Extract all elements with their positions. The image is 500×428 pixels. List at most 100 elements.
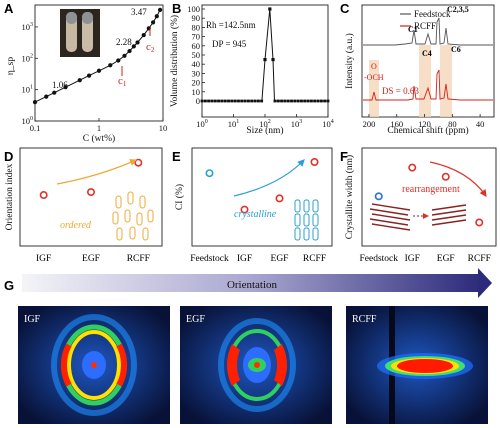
panel-a-point bbox=[150, 20, 156, 25]
panel-b-point bbox=[220, 99, 224, 103]
panel-d-categories: IGF EGF RCFF bbox=[36, 254, 150, 264]
panel-b-ytick-label: 60 bbox=[192, 41, 201, 51]
panel-b-xtick-label: 100 bbox=[196, 119, 208, 129]
panel-a-ytick-label: 100 bbox=[22, 116, 34, 126]
panel-letter-e: E bbox=[172, 149, 181, 164]
panel-b-point bbox=[286, 99, 290, 103]
panel-a-c2-label: c2 bbox=[146, 41, 155, 54]
panel-a-point bbox=[52, 90, 57, 95]
category-label: RCFF bbox=[468, 254, 491, 264]
saxs-image-igf: IGF bbox=[18, 306, 170, 424]
panel-d-ordered-rods bbox=[112, 191, 154, 241]
panel-d-ylabel: Orientation index bbox=[5, 163, 15, 230]
panel-b-xtick-label: 101 bbox=[228, 119, 240, 129]
category-point bbox=[374, 192, 383, 201]
panel-a-point bbox=[63, 85, 68, 90]
panel-b-rh: Rh =142.5nm bbox=[206, 20, 256, 30]
panel-f-categories: Feedstock IGF EGF RCFF bbox=[359, 254, 490, 264]
panel-b-point bbox=[240, 99, 244, 103]
panel-c-och-label: -OCH bbox=[364, 73, 384, 82]
panel-a-slope-2: 2.28 bbox=[116, 37, 132, 47]
panel-b-point bbox=[296, 99, 300, 103]
panel-a-point bbox=[127, 48, 132, 54]
panel-b-ytick-label: 40 bbox=[192, 59, 201, 69]
panel-letter-f: F bbox=[340, 149, 348, 164]
panel-f-ylabel: Crystallite width (nm) bbox=[344, 155, 355, 239]
panel-a-point bbox=[86, 73, 92, 78]
panel-b-point bbox=[203, 99, 207, 103]
panel-b-point bbox=[290, 99, 293, 103]
panel-e-trend-arrow bbox=[233, 159, 305, 197]
category-point bbox=[310, 158, 319, 167]
category-label: IGF bbox=[36, 254, 51, 264]
panel-d-frame bbox=[19, 147, 163, 247]
panel-a-ylabel: η_sp bbox=[6, 57, 16, 75]
panel-a-point bbox=[96, 68, 102, 73]
panel-a-point bbox=[122, 53, 127, 58]
panel-e-ylabel: CI (%) bbox=[174, 184, 185, 210]
panel-c-peak-c235: C2,3,5 bbox=[447, 5, 469, 14]
panel-f-trend-arrow bbox=[429, 161, 487, 197]
panel-b-xlabel: Size (nm) bbox=[246, 125, 283, 136]
panel-b-point bbox=[319, 99, 323, 103]
panel-a-ytick-label: 103 bbox=[22, 22, 34, 32]
panel-c-ds: DS = 0.63 bbox=[382, 86, 419, 96]
panel-b-point bbox=[276, 99, 280, 103]
panel-a-point bbox=[135, 40, 140, 45]
panel-f-frame bbox=[361, 147, 497, 247]
category-label: RCFF bbox=[127, 254, 150, 264]
panel-letter-a: A bbox=[4, 1, 14, 16]
panel-c: C 200 160 120 80 40 Chemical shift (ppm) Int… bbox=[340, 1, 495, 136]
category-point bbox=[205, 169, 214, 178]
panel-b-ytick-label: 70 bbox=[192, 32, 201, 42]
saxs-label-egf: EGF bbox=[186, 314, 205, 325]
panel-a: A 0.1 1 10 100 101 102 103 C (wt%) η_sp 1.06 2… bbox=[4, 1, 167, 144]
panel-a-point bbox=[77, 78, 82, 83]
panel-b-point bbox=[316, 99, 320, 103]
category-label: EGF bbox=[271, 254, 289, 264]
panel-c-ylabel: Intensity (a.u.) bbox=[344, 33, 355, 89]
panel-c-c6-highlight bbox=[440, 45, 452, 117]
panel-b-point bbox=[227, 99, 230, 103]
category-label: RCFF bbox=[303, 254, 326, 264]
category-label: IGF bbox=[237, 254, 252, 264]
panel-a-c1-label: c1 bbox=[118, 75, 127, 88]
panel-a-point bbox=[32, 100, 38, 105]
panel-f-rearrangement: rearrangement bbox=[402, 184, 460, 195]
panel-e-crystal-rods bbox=[294, 199, 319, 241]
panel-d-ordered: ordered bbox=[60, 220, 92, 231]
panel-a-xtick-label: 1 bbox=[97, 123, 101, 133]
category-point bbox=[39, 191, 48, 200]
category-point bbox=[87, 188, 96, 197]
panel-b-point bbox=[293, 99, 297, 103]
panel-b-xtick-label: 104 bbox=[322, 119, 334, 129]
panel-b-point bbox=[210, 99, 214, 103]
panel-letter-g: G bbox=[4, 278, 14, 293]
panel-b-point bbox=[260, 99, 264, 103]
category-point bbox=[275, 194, 284, 203]
category-label: IGF bbox=[405, 254, 420, 264]
panel-b-points bbox=[200, 7, 330, 103]
panel-a-point bbox=[108, 63, 113, 68]
panel-b-ytick-label: 80 bbox=[192, 22, 201, 32]
panel-a-point bbox=[154, 14, 159, 19]
panel-b-ytick-label: 100 bbox=[187, 4, 200, 14]
panel-b: B 100 101 102 103 1040102030405060708090100 … bbox=[169, 1, 334, 136]
saxs-label-igf: IGF bbox=[24, 314, 41, 325]
panel-a-slope-1: 1.06 bbox=[52, 80, 68, 90]
panel-e: E CI (%) Feedstock IGF EGF RCFF crystalline bbox=[172, 147, 333, 264]
panel-b-dp: DP = 945 bbox=[212, 39, 247, 49]
category-point bbox=[441, 172, 450, 181]
panel-b-point bbox=[207, 99, 211, 103]
panel-b-point bbox=[213, 99, 217, 103]
saxs-image-egf: EGF bbox=[180, 306, 332, 424]
panel-c-o-label: O bbox=[371, 62, 377, 71]
panel-d: D Orientation index IGF EGF RCFF ordered bbox=[4, 147, 163, 264]
saxs-image-rcff: RCFF bbox=[346, 306, 488, 424]
panel-c-xlabel: Chemical shift (ppm) bbox=[387, 125, 468, 136]
panel-a-ytick-label: 102 bbox=[22, 53, 34, 63]
panel-f-chain-illustration bbox=[369, 203, 467, 231]
saxs-label-rcff: RCFF bbox=[352, 314, 377, 325]
